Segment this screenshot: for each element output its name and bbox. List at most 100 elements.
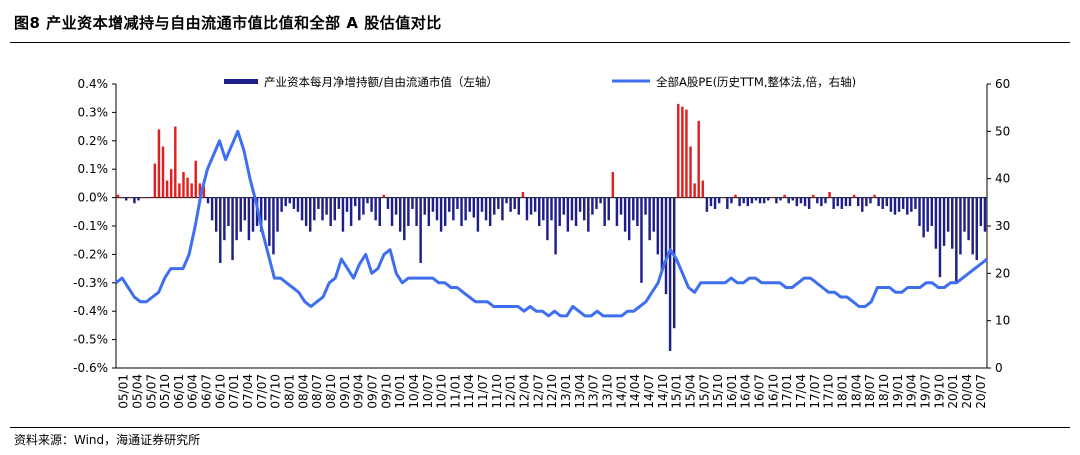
right-tick-label: 0 xyxy=(995,361,1003,375)
x-tick-label: 18/01 xyxy=(836,374,850,409)
right-tick-label: 50 xyxy=(995,124,1010,138)
x-tick-label: 19/01 xyxy=(891,374,905,409)
bar-positive xyxy=(873,194,876,198)
bar-negative xyxy=(239,197,242,232)
bar-negative xyxy=(501,197,504,221)
x-tick-label: 13/10 xyxy=(600,374,614,409)
left-tick-label: -0.5% xyxy=(73,333,108,347)
bar-positive xyxy=(116,194,120,198)
bar-negative xyxy=(448,197,451,212)
bar-positive xyxy=(129,197,132,199)
bar-negative xyxy=(259,197,263,232)
x-tick-label: 09/07 xyxy=(365,374,379,409)
bar-negative xyxy=(832,197,835,209)
bar-negative xyxy=(476,197,480,232)
bar-negative xyxy=(407,197,410,226)
bar-negative xyxy=(313,197,316,221)
bar-negative xyxy=(955,197,958,283)
bar-negative xyxy=(304,197,308,226)
bar-negative xyxy=(934,197,938,249)
x-tick-label: 14/04 xyxy=(628,374,642,409)
legend-line-label: 全部A股PE(历史TTM,整体法,倍，右轴) xyxy=(656,75,856,89)
bar-negative xyxy=(398,197,402,232)
x-tick-label: 16/10 xyxy=(766,374,780,409)
bar-negative xyxy=(672,197,676,329)
bar-positive xyxy=(149,197,152,199)
bar-positive xyxy=(186,177,189,198)
chart-title: 图8 产业资本增减持与自由流通市值比值和全部 A 股估值对比 xyxy=(14,14,442,32)
bar-negative xyxy=(897,197,901,212)
bar-negative xyxy=(767,197,770,201)
bar-negative xyxy=(558,197,561,226)
x-tick-label: 10/07 xyxy=(421,374,435,409)
bar-negative xyxy=(603,197,606,226)
bar-positive xyxy=(783,194,786,198)
bar-negative xyxy=(386,197,390,209)
bar-negative xyxy=(636,197,639,226)
bar-positive xyxy=(811,194,815,198)
bar-negative xyxy=(362,197,365,215)
left-tick-label: 0.3% xyxy=(78,105,109,119)
bar-negative xyxy=(787,197,790,204)
x-tick-label: 13/07 xyxy=(587,374,601,409)
bar-negative xyxy=(930,197,934,226)
bar-negative xyxy=(562,197,565,215)
bar-negative xyxy=(231,197,234,261)
x-tick-label: 08/10 xyxy=(324,374,338,409)
bar-negative xyxy=(623,197,627,232)
bar-negative xyxy=(288,197,292,204)
x-tick-label: 06/01 xyxy=(172,374,186,409)
bar-negative xyxy=(668,197,672,351)
bar-negative xyxy=(251,197,255,232)
x-tick-label: 16/01 xyxy=(725,374,739,409)
x-tick-label: 13/01 xyxy=(559,374,573,409)
bar-negative xyxy=(901,197,905,209)
right-tick-label: 10 xyxy=(995,314,1010,328)
bar-negative xyxy=(599,197,602,204)
bar-negative xyxy=(922,197,925,238)
bar-negative xyxy=(468,197,471,212)
bar-negative xyxy=(918,197,921,226)
bar-positive xyxy=(182,172,185,198)
bar-negative xyxy=(333,197,336,221)
bar-negative xyxy=(210,197,214,221)
bar-negative xyxy=(738,197,741,207)
bar-negative xyxy=(926,197,929,232)
bar-negative xyxy=(640,197,643,283)
bar-negative xyxy=(795,197,799,207)
bar-negative xyxy=(959,197,962,255)
bar-positive xyxy=(689,146,692,198)
bar-negative xyxy=(660,197,664,272)
right-tick-label: 60 xyxy=(995,77,1010,91)
bar-negative xyxy=(525,197,529,221)
bar-positive xyxy=(734,194,737,198)
bar-negative xyxy=(411,197,414,209)
x-tick-label: 06/10 xyxy=(213,374,227,409)
x-tick-label: 12/07 xyxy=(531,374,545,409)
bar-positive xyxy=(190,183,193,198)
x-tick-label: 15/07 xyxy=(697,374,711,409)
bar-negative xyxy=(223,197,226,241)
x-tick-label: 17/10 xyxy=(822,374,836,409)
bar-positive xyxy=(685,109,688,198)
bar-negative xyxy=(717,197,721,204)
bar-negative xyxy=(820,197,823,207)
bar-negative xyxy=(542,197,545,221)
bar-negative xyxy=(619,197,623,215)
bar-negative xyxy=(497,197,500,209)
bar-negative xyxy=(214,197,218,232)
bar-negative xyxy=(869,197,872,204)
bar-negative xyxy=(742,197,745,204)
bar-negative xyxy=(488,197,492,226)
x-tick-label: 11/01 xyxy=(448,374,462,409)
bar-positive xyxy=(202,186,206,198)
bar-negative xyxy=(730,197,733,204)
bar-negative xyxy=(219,197,222,263)
bar-negative xyxy=(865,197,868,207)
bar-negative xyxy=(591,197,594,215)
bar-negative xyxy=(566,197,570,232)
legend-bar-label: 产业资本每月净增持额/自由流通市值（左轴） xyxy=(264,75,498,89)
x-tick-label: 16/04 xyxy=(739,374,753,409)
bar-negative xyxy=(460,197,463,226)
bar-positive xyxy=(169,169,173,198)
